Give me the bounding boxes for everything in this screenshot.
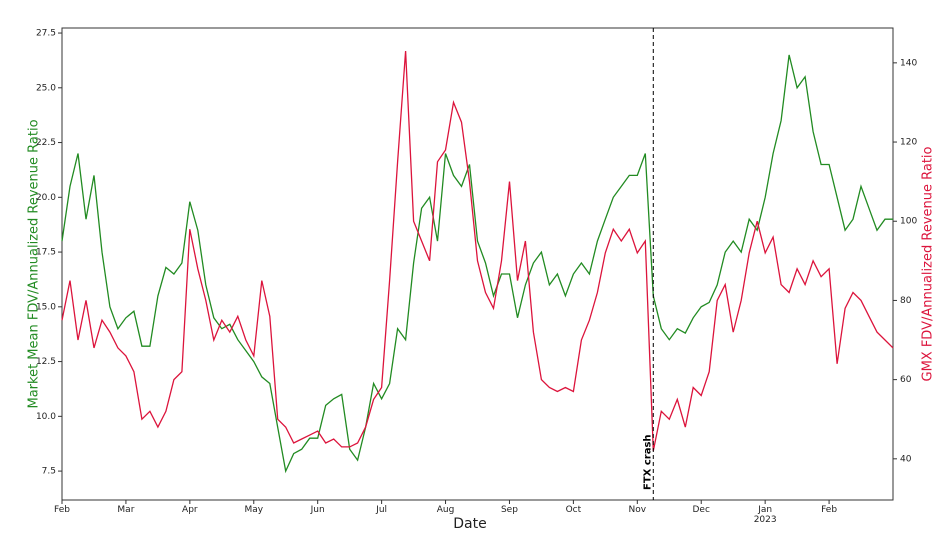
y-tick-label: 17.5 [36,248,56,258]
y2-tick-label: 40 [900,454,912,464]
annotation-text: FTX crash [642,434,653,490]
y-axis-label: Market Mean FDV/Annualized Revenue Ratio [27,119,42,408]
y-tick-label: 7.5 [42,467,56,477]
y-tick-label: 22.5 [36,138,56,148]
y-tick-label: 27.5 [36,29,56,39]
y2-tick-label: 80 [900,296,912,306]
x-tick-label: Jul [376,505,388,515]
x-tick-label: Feb [821,505,838,515]
plot-frame [61,27,894,501]
y-tick-label: 15.0 [36,302,56,312]
x-tick-label: Jun [310,505,325,515]
x-tick-label: Mar [117,505,135,515]
series-line [61,54,893,474]
series-line [61,50,894,452]
y2-tick-label: 120 [900,138,917,148]
x-tick-label: Sep [500,505,518,515]
y2-axis-label: GMX FDV/Annualized Revenue Ratio [921,146,936,381]
x-axis-label: Date [453,516,486,532]
y2-tick-label: 60 [900,375,912,385]
x-tick-label: Jan 2023 [753,505,777,525]
y-tick-label: 12.5 [36,357,56,367]
y-tick-label: 20.0 [36,193,56,203]
x-tick-label: Aug [436,505,455,515]
x-tick-label: Nov [628,505,647,515]
y-tick-label: 10.0 [36,412,56,422]
x-tick-label: Dec [692,505,710,515]
y2-tick-label: 140 [900,58,917,68]
y-tick-label: 25.0 [36,83,56,93]
x-tick-label: Feb [54,505,70,515]
y2-tick-label: 100 [900,217,917,227]
x-tick-label: Apr [182,505,198,515]
x-tick-label: May [244,505,264,515]
x-tick-label: Oct [565,505,582,515]
